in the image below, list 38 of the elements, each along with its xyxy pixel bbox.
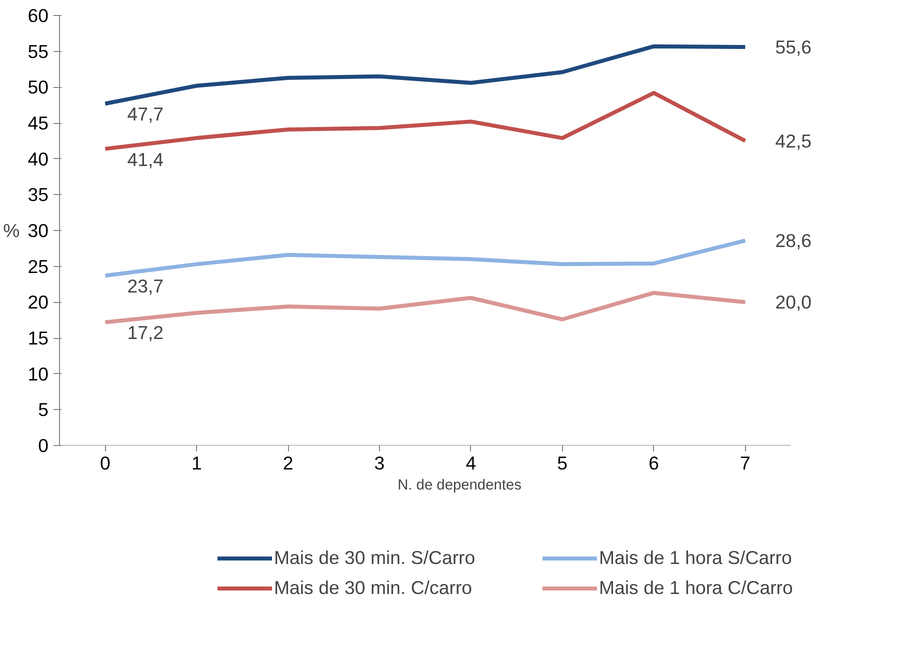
legend-label: Mais de 1 hora C/Carro (599, 577, 794, 599)
data-label: 42,5 (775, 130, 812, 152)
data-label: 41,4 (127, 148, 164, 170)
x-tick-label: 6 (648, 452, 659, 474)
x-tick-label: 5 (557, 452, 568, 474)
line-series (103, 238, 748, 278)
y-tick-label: 30 (28, 220, 49, 241)
y-tick-label: 50 (28, 76, 49, 98)
y-tick-label: 40 (28, 148, 49, 170)
legend-label: Mais de 30 min. S/Carro (274, 547, 476, 569)
x-axis-title: N. de dependentes (398, 478, 522, 494)
x-tick-label: 2 (282, 452, 294, 474)
y-axis-title: % (3, 220, 20, 241)
x-tick-label: 1 (191, 452, 202, 474)
line-series (103, 90, 748, 151)
x-tick-label: 4 (466, 452, 476, 474)
y-tick-label: 35 (28, 184, 49, 206)
x-tick-label: 7 (740, 452, 750, 474)
data-label: 28,6 (775, 230, 812, 252)
data-label: 17,2 (127, 322, 164, 344)
y-tick-label: 0 (38, 435, 49, 456)
y-tick-label: 20 (28, 292, 49, 313)
legend-label: Mais de 1 hora S/Carro (599, 547, 793, 569)
x-tick-label: 3 (374, 452, 385, 474)
data-label: 47,7 (127, 104, 164, 125)
data-label: 20,0 (775, 292, 812, 313)
y-tick-label: 5 (38, 399, 49, 420)
y-tick-label: 45 (28, 112, 49, 134)
legend-label: Mais de 30 min. C/carro (274, 577, 474, 599)
x-tick-label: 0 (100, 452, 110, 474)
y-tick-label: 55 (28, 40, 49, 62)
y-tick-label: 60 (28, 5, 49, 26)
line-series (103, 44, 748, 106)
y-tick-label: 10 (28, 363, 49, 384)
y-tick-label: 25 (28, 256, 49, 277)
y-tick-label: 15 (28, 328, 49, 348)
data-label: 23,7 (127, 276, 164, 297)
data-label: 55,6 (775, 36, 812, 58)
